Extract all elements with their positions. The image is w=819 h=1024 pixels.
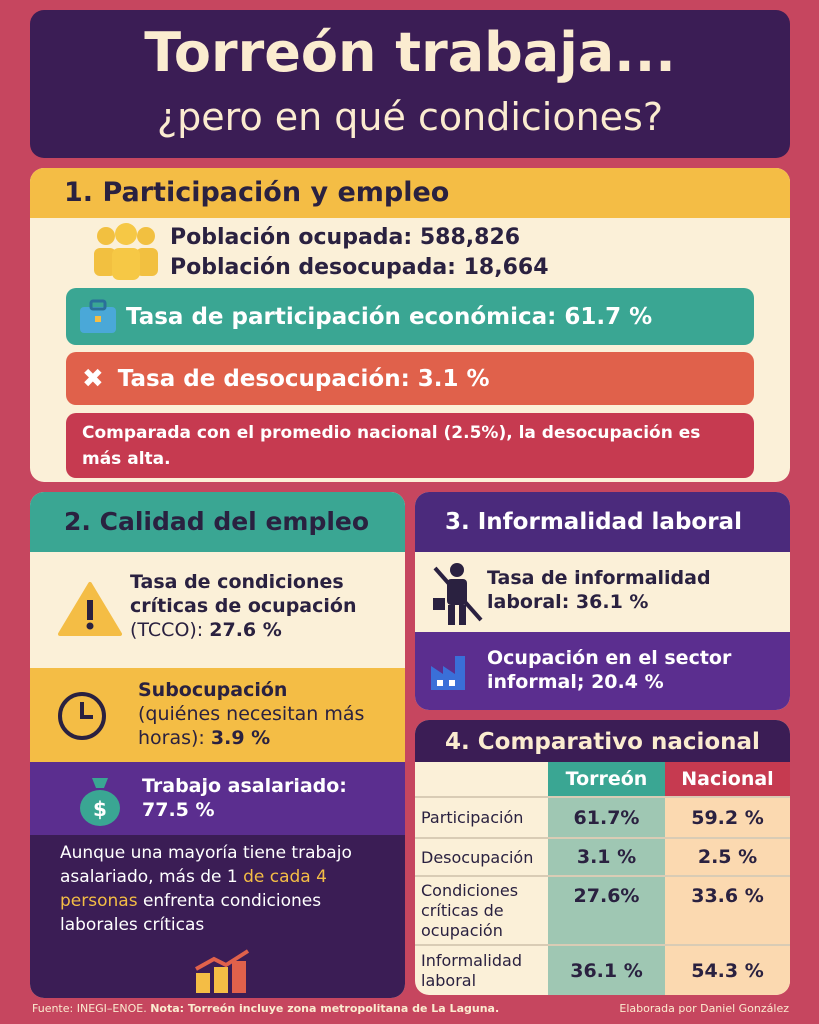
participacion-text: Tasa de participación económica: 61.7 % bbox=[126, 303, 653, 330]
participacion-bar: Tasa de participación económica: 61.7 % bbox=[66, 288, 754, 345]
briefcase-icon bbox=[80, 299, 116, 333]
growth-chart-icon bbox=[195, 949, 250, 993]
section1-heading: 1. Participación y empleo bbox=[30, 168, 790, 218]
table-row: Informalidad laboral 36.1 % 54.3 % bbox=[415, 945, 790, 995]
nota-part-a: Aunque una mayoría tiene trabajo asalari… bbox=[60, 843, 352, 887]
source-text: Fuente: INEGI–ENOE. bbox=[32, 1002, 151, 1015]
asalariado-label: Trabajo asalariado: bbox=[142, 775, 347, 797]
torreon-value: 3.1 % bbox=[548, 838, 665, 877]
subocupacion-row: Subocupación (quiénes necesitan más horas… bbox=[30, 668, 405, 762]
section2-heading: 2. Calidad del empleo bbox=[30, 492, 405, 552]
row-label: Informalidad laboral bbox=[421, 950, 522, 990]
section3-heading: 3. Informalidad laboral bbox=[415, 492, 790, 552]
tcco-label: Tasa de condiciones críticas de ocupació… bbox=[130, 571, 357, 617]
nacional-value: 59.2 % bbox=[665, 797, 790, 839]
nacional-value: 33.6 % bbox=[665, 876, 790, 946]
footer-source: Fuente: INEGI–ENOE. Nota: Torreón incluy… bbox=[32, 1002, 499, 1015]
subocupacion-value: 3.9 % bbox=[210, 727, 271, 749]
desocupacion-text: Tasa de desocupación: 3.1 % bbox=[117, 365, 490, 392]
torreon-value: 61.7% bbox=[548, 797, 665, 839]
factory-icon bbox=[431, 656, 465, 690]
svg-text:$: $ bbox=[93, 797, 107, 821]
row-label: Condiciones críticas de ocupación bbox=[415, 876, 548, 946]
torreon-value: 36.1 % bbox=[548, 945, 665, 995]
nacional-value: 54.3 % bbox=[665, 945, 790, 995]
sector-text: Ocupación en el sector informal; 20.4 % bbox=[487, 647, 732, 693]
comparison-table: Torreón Nacional Participación 61.7% 59.2 %… bbox=[415, 762, 790, 995]
section-calidad: 2. Calidad del empleo Tasa de condicione… bbox=[30, 492, 405, 998]
nota-part-b: enfrenta condiciones laborales críticas bbox=[60, 891, 322, 935]
comparada-bar: Comparada con el promedio nacional (2.5%… bbox=[66, 413, 754, 478]
people-icon bbox=[94, 223, 158, 280]
poblacion-ocupada: Población ocupada: 588,826 bbox=[170, 225, 521, 250]
x-icon: ✖ bbox=[82, 363, 104, 394]
tcco-abbr: (TCCO): bbox=[130, 619, 210, 641]
desocupacion-bar: ✖ Tasa de desocupación: 3.1 % bbox=[66, 352, 754, 405]
row-label: Participación bbox=[415, 797, 548, 839]
table-row: Participación 61.7% 59.2 % bbox=[415, 797, 790, 839]
tcco-row: Tasa de condiciones críticas de ocupació… bbox=[30, 552, 405, 668]
torreon-value: 27.6% bbox=[548, 876, 665, 946]
table-row: Condiciones críticas de ocupación 27.6% 33… bbox=[415, 876, 790, 946]
comparada-text: Comparada con el promedio nacional (2.5%… bbox=[82, 422, 701, 469]
money-bag-icon: $ bbox=[80, 778, 120, 826]
clock-icon bbox=[58, 692, 106, 740]
nota-highlight: de cada 4 personas bbox=[60, 867, 327, 911]
table-row: Desocupación 3.1 % 2.5 % bbox=[415, 838, 790, 877]
col-torreon: Torreón bbox=[548, 762, 665, 798]
tcco-value: 27.6 % bbox=[209, 619, 282, 641]
nacional-value: 2.5 % bbox=[665, 838, 790, 877]
title-line2: ¿pero en qué condiciones? bbox=[156, 95, 664, 139]
footer-credit: Elaborada por Daniel González bbox=[619, 1002, 789, 1015]
asalariado-row: $ Trabajo asalariado: 77.5 % bbox=[30, 762, 405, 835]
subocupacion-label: Subocupación bbox=[138, 679, 288, 701]
sector-row: Ocupación en el sector informal; 20.4 % bbox=[415, 632, 790, 710]
title-banner: Torreón trabaja... ¿pero en qué condicio… bbox=[30, 10, 790, 158]
asalariado-value: 77.5 % bbox=[142, 799, 215, 821]
section4-heading: 4. Comparativo nacional bbox=[415, 720, 790, 762]
worker-no-icon bbox=[433, 563, 483, 625]
table-header-row: Torreón Nacional bbox=[415, 762, 790, 798]
title-line1: Torreón trabaja... bbox=[144, 21, 676, 84]
section-participacion: 1. Participación y empleo Población ocup… bbox=[30, 168, 790, 482]
section-informalidad: 3. Informalidad laboral Tasa de informal… bbox=[415, 492, 790, 710]
row-label: Desocupación bbox=[415, 838, 548, 877]
warning-icon bbox=[58, 582, 122, 636]
section-comparativo: 4. Comparativo nacional Torreón Nacional … bbox=[415, 720, 790, 995]
informalidad-text: Tasa de informalidad laboral: 36.1 % bbox=[487, 567, 711, 613]
table-corner bbox=[415, 762, 548, 798]
informalidad-row: Tasa de informalidad laboral: 36.1 % bbox=[415, 552, 790, 632]
nota-row: Aunque una mayoría tiene trabajo asalari… bbox=[30, 835, 405, 998]
poblacion-desocupada: Población desocupada: 18,664 bbox=[170, 255, 549, 280]
col-nacional: Nacional bbox=[665, 762, 790, 798]
subocupacion-desc: (quiénes necesitan más horas): bbox=[138, 703, 365, 749]
nota-text: Aunque una mayoría tiene trabajo asalari… bbox=[60, 841, 380, 937]
note-text: Nota: Torreón incluye zona metropolitana… bbox=[150, 1002, 500, 1015]
